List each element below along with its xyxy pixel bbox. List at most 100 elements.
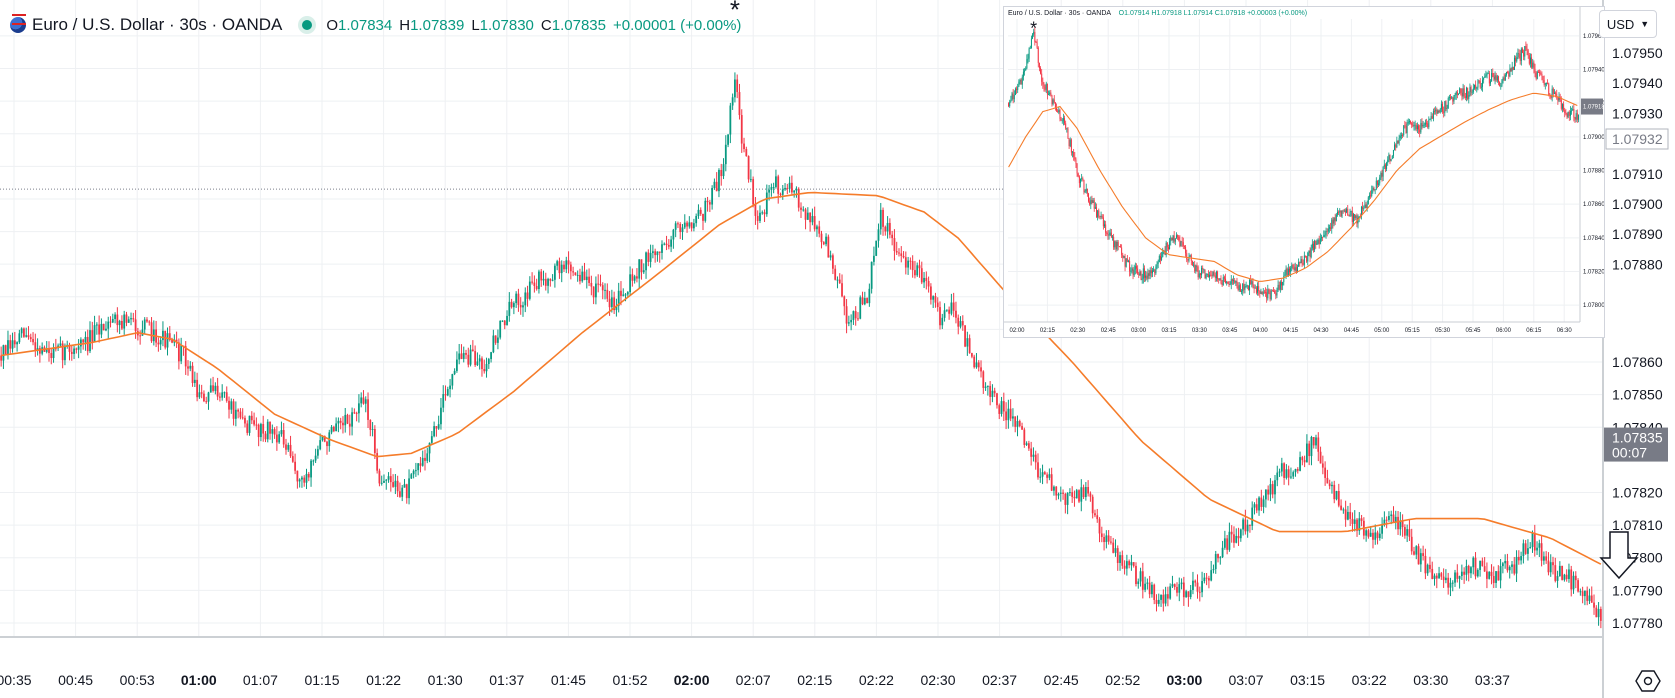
candle-body <box>1495 571 1497 583</box>
candle-body <box>1577 580 1579 592</box>
candle-body <box>843 296 846 307</box>
inset-candle-body <box>1346 208 1348 213</box>
inset-candle-body <box>1146 275 1148 279</box>
inset-candle-body <box>1048 94 1050 96</box>
candle-body <box>1012 416 1014 419</box>
inset-candle-body <box>1267 289 1269 299</box>
candle-body <box>996 393 998 406</box>
candle-body <box>1110 541 1112 543</box>
symbol-title[interactable]: Euro / U.S. Dollar · 30s · OANDA <box>32 15 283 34</box>
candle-body <box>1192 580 1194 591</box>
inset-candle-body <box>1371 190 1373 196</box>
inset-candle-body <box>1537 71 1539 73</box>
candle-body <box>1445 577 1447 581</box>
inset-candle-body <box>1413 125 1415 127</box>
candle-body <box>216 385 219 397</box>
inset-candle-body <box>1140 271 1142 280</box>
inset-candle-body <box>1341 210 1343 217</box>
inset-candle-body <box>1499 81 1501 86</box>
moving-average-line <box>0 191 1602 565</box>
candle-body <box>740 115 743 144</box>
inset-candle-body <box>1451 97 1453 99</box>
arrow-down-icon <box>1599 531 1639 580</box>
candle-body <box>893 238 896 251</box>
candle-body <box>1208 578 1210 581</box>
candle-body <box>2 345 5 361</box>
candle-body <box>1146 582 1149 584</box>
inset-candle-body <box>1396 140 1398 148</box>
inset-candle-body <box>1092 200 1094 203</box>
candle-body <box>48 348 50 354</box>
inset-candle-body <box>1421 123 1423 127</box>
candle-body <box>1365 530 1368 536</box>
currency-selector-button[interactable]: USD ▼ <box>1599 10 1657 38</box>
candle-body <box>321 436 324 441</box>
candle-body <box>574 272 577 276</box>
time-tick-label: 02:00 <box>674 672 710 688</box>
inset-candle-body <box>1547 82 1549 84</box>
inset-candle-body <box>1276 290 1278 296</box>
inset-time-tick-label: 05:15 <box>1405 328 1421 334</box>
inset-candle-body <box>1138 273 1140 275</box>
candle-body <box>82 339 85 343</box>
inset-candle-body <box>1477 80 1479 88</box>
candle-body <box>1403 527 1406 536</box>
candle-body <box>1182 582 1185 598</box>
market-status-icon[interactable] <box>302 20 313 30</box>
candle-body <box>1119 555 1121 563</box>
inset-candle-body <box>1218 278 1220 280</box>
candle-body <box>1107 535 1110 542</box>
candle-body <box>1299 457 1301 471</box>
inset-candle-body <box>1525 46 1527 49</box>
candle-body <box>957 317 960 327</box>
inset-candle-body <box>1564 110 1566 114</box>
candle-body <box>563 264 565 270</box>
candle-body <box>597 283 600 285</box>
candle-body <box>952 302 955 311</box>
candle-body <box>1358 518 1361 531</box>
candle-body <box>699 209 702 214</box>
inset-candle-body <box>1049 92 1051 95</box>
inset-time-tick-label: 05:45 <box>1465 328 1481 334</box>
candle-body <box>257 424 260 438</box>
candle-body <box>1246 524 1249 532</box>
inset-candle-body <box>1127 260 1129 262</box>
candle-body <box>672 229 675 240</box>
candle-body <box>549 278 552 281</box>
inset-candle-body <box>1319 238 1321 245</box>
candle-body <box>1032 454 1035 457</box>
inset-candle-body <box>1100 215 1102 217</box>
candle-body <box>1027 443 1030 449</box>
candle-body <box>1153 584 1156 600</box>
inset-candle-body <box>1571 110 1573 112</box>
candle-body <box>1002 401 1005 412</box>
candle-body <box>1490 571 1493 577</box>
inset-candle-body <box>1461 92 1463 97</box>
inset-candle-body <box>1523 52 1525 57</box>
candle-body <box>1059 492 1062 494</box>
inset-candle-body <box>1075 159 1077 165</box>
inset-candle-body <box>1381 172 1383 177</box>
inset-candle-body <box>1366 204 1368 208</box>
candle-body <box>225 392 228 401</box>
candle-body <box>262 424 265 434</box>
candle-body <box>95 324 98 326</box>
candle-body <box>1367 530 1370 537</box>
candle-body <box>1178 584 1181 593</box>
inset-annotation-asterisk: * <box>1030 18 1037 38</box>
candle-body <box>1508 566 1511 571</box>
candle-body <box>1465 565 1468 575</box>
candle-body <box>706 200 709 203</box>
candle-body <box>663 243 666 245</box>
candle-body <box>1312 437 1315 446</box>
candle-body <box>626 292 629 295</box>
candle-body <box>759 212 761 221</box>
candle-body <box>200 392 203 394</box>
candle-body <box>1194 580 1197 583</box>
candle-body <box>478 358 481 362</box>
candle-body <box>389 476 392 483</box>
candle-body <box>358 403 360 414</box>
inset-candle-body <box>1108 234 1110 236</box>
candle-body <box>788 182 791 189</box>
